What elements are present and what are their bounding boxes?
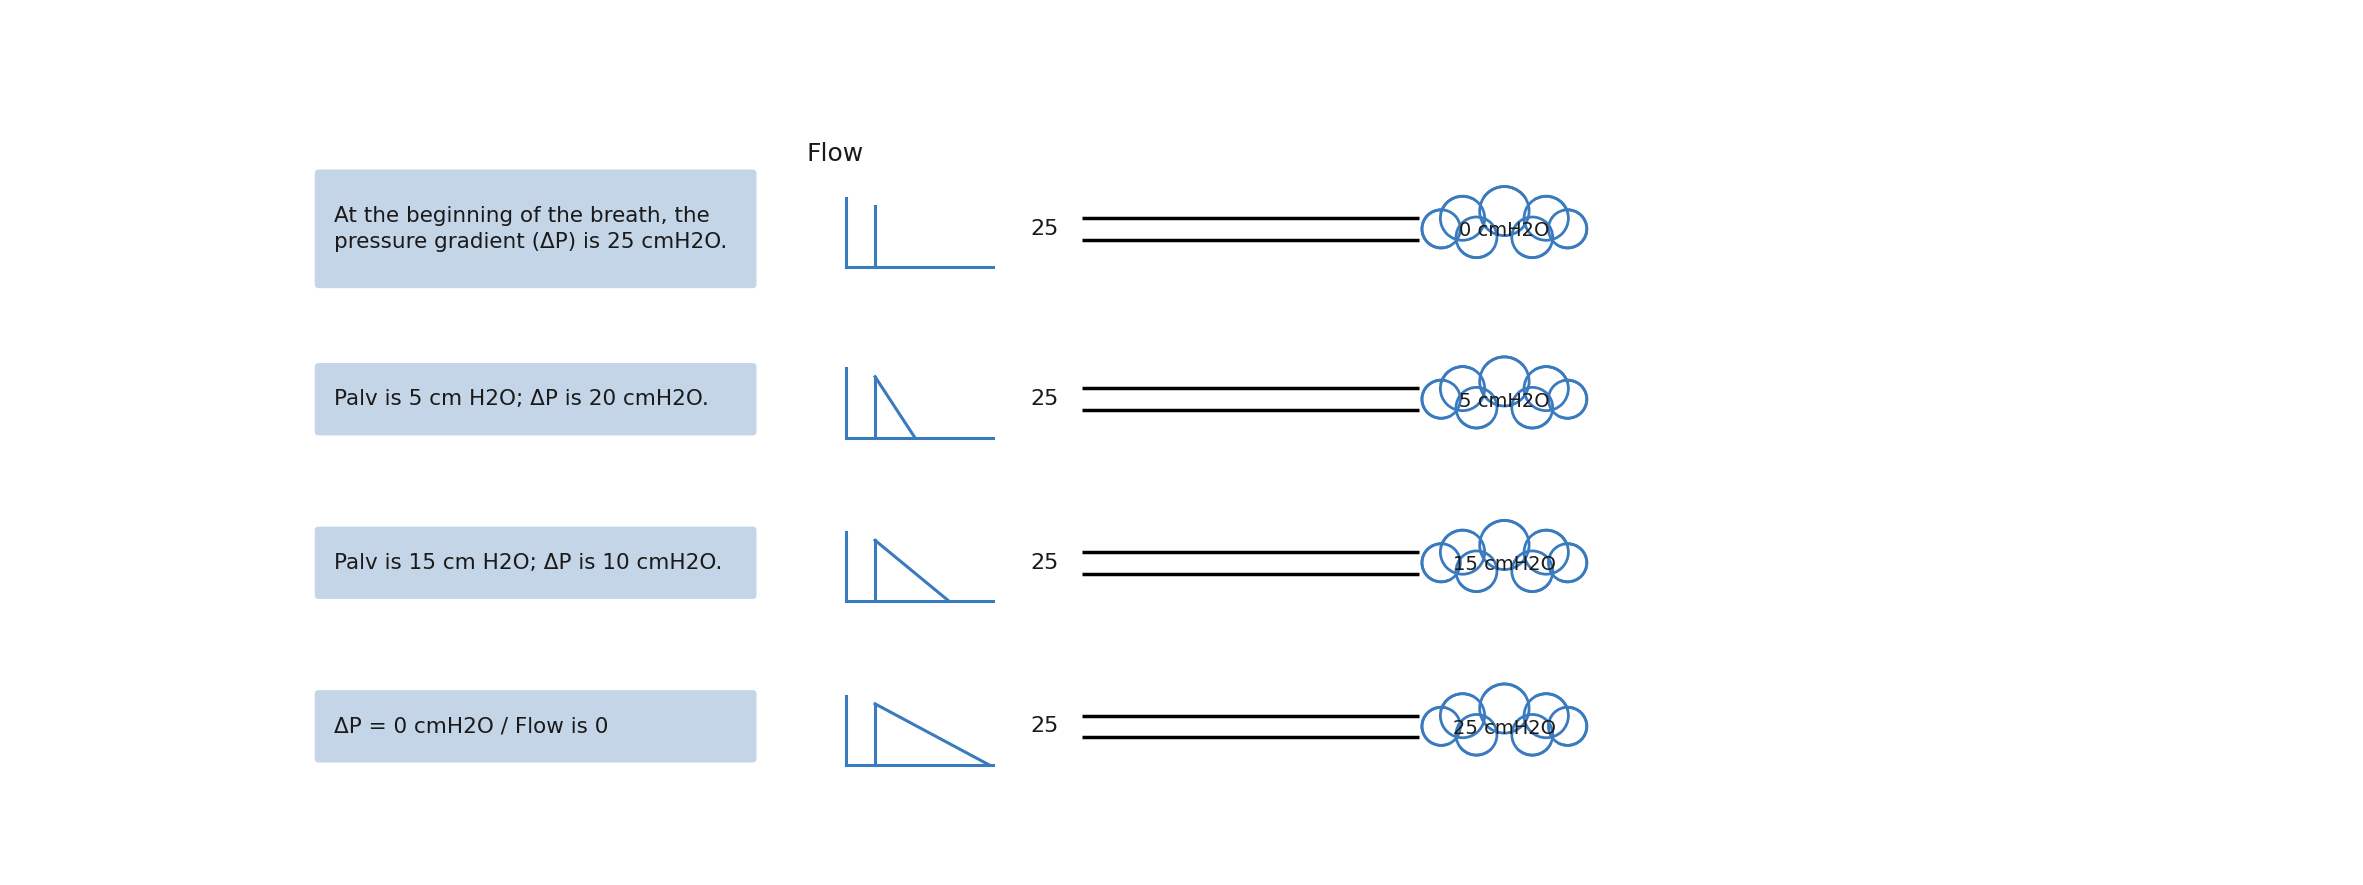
Text: At the beginning of the breath, the
pressure gradient (ΔP) is 25 cmH2O.: At the beginning of the breath, the pres… — [333, 205, 728, 252]
Text: Flow: Flow — [806, 142, 865, 165]
Text: Palv is 15 cm H2O; ΔP is 10 cmH2O.: Palv is 15 cm H2O; ΔP is 10 cmH2O. — [333, 553, 723, 573]
Polygon shape — [1427, 527, 1581, 586]
Text: Palv is 5 cm H2O; ΔP is 20 cmH2O.: Palv is 5 cm H2O; ΔP is 20 cmH2O. — [333, 389, 709, 409]
Circle shape — [1548, 543, 1588, 581]
Text: ΔP = 0 cmH2O / Flow is 0: ΔP = 0 cmH2O / Flow is 0 — [333, 716, 610, 736]
Text: 25 cmH2O: 25 cmH2O — [1453, 719, 1555, 738]
Circle shape — [1524, 366, 1569, 411]
Text: 25: 25 — [1030, 553, 1059, 573]
Circle shape — [1456, 551, 1496, 591]
Circle shape — [1423, 707, 1460, 745]
FancyBboxPatch shape — [314, 690, 756, 763]
Circle shape — [1524, 694, 1569, 738]
Circle shape — [1423, 381, 1460, 419]
Circle shape — [1524, 530, 1569, 574]
Text: 25: 25 — [1030, 389, 1059, 409]
Text: 25: 25 — [1030, 219, 1059, 239]
Circle shape — [1548, 210, 1588, 248]
Circle shape — [1441, 694, 1484, 738]
Circle shape — [1423, 543, 1460, 581]
FancyBboxPatch shape — [314, 363, 756, 435]
Circle shape — [1441, 196, 1484, 241]
FancyBboxPatch shape — [314, 170, 756, 289]
Circle shape — [1548, 707, 1588, 745]
Polygon shape — [1427, 691, 1581, 749]
Text: 15 cmH2O: 15 cmH2O — [1453, 556, 1555, 574]
Polygon shape — [1427, 365, 1581, 422]
Circle shape — [1548, 381, 1588, 419]
Circle shape — [1524, 196, 1569, 241]
Circle shape — [1479, 684, 1529, 733]
Circle shape — [1512, 388, 1552, 428]
Circle shape — [1441, 530, 1484, 574]
Circle shape — [1456, 217, 1496, 258]
Text: 0 cmH2O: 0 cmH2O — [1460, 221, 1550, 241]
Circle shape — [1479, 520, 1529, 570]
FancyBboxPatch shape — [314, 527, 756, 599]
Circle shape — [1423, 210, 1460, 248]
Circle shape — [1479, 357, 1529, 406]
Circle shape — [1456, 388, 1496, 428]
Circle shape — [1512, 551, 1552, 591]
Circle shape — [1512, 217, 1552, 258]
Circle shape — [1479, 187, 1529, 235]
Circle shape — [1512, 714, 1552, 755]
Text: 5 cmH2O: 5 cmH2O — [1458, 392, 1550, 411]
Polygon shape — [1427, 194, 1581, 251]
Circle shape — [1456, 714, 1496, 755]
Text: 25: 25 — [1030, 716, 1059, 736]
Circle shape — [1441, 366, 1484, 411]
